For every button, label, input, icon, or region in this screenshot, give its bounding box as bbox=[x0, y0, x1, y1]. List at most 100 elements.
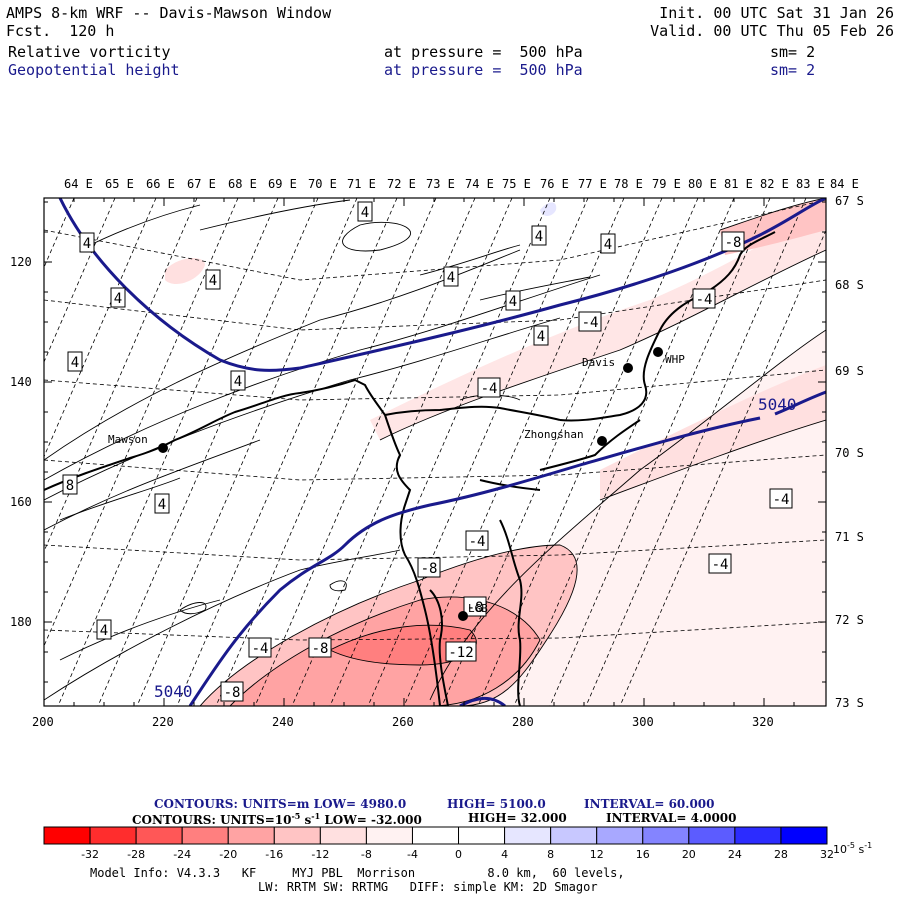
color-bar-tick: 4 bbox=[501, 848, 508, 861]
longitude-label: 76 E bbox=[540, 177, 569, 191]
longitude-label: 84 E bbox=[830, 177, 859, 191]
longitude-label: 82 E bbox=[760, 177, 789, 191]
color-bar-units: 10-5 s-1 bbox=[833, 841, 872, 856]
longitude-label: 75 E bbox=[502, 177, 531, 191]
station-dot bbox=[623, 363, 633, 373]
vorticity-label-text: 4 bbox=[83, 236, 91, 252]
field1-level: at pressure = 500 hPa bbox=[384, 43, 583, 61]
vorticity-label-text: -4 bbox=[712, 557, 729, 573]
grid-x-label: 220 bbox=[152, 715, 174, 729]
vorticity-label-text: -8 bbox=[224, 685, 241, 701]
station-dot bbox=[158, 443, 168, 453]
longitude-label: 70 E bbox=[308, 177, 337, 191]
vorticity-label: -4 bbox=[692, 288, 716, 309]
color-bar-units-base: 10 bbox=[833, 843, 847, 856]
longitude-label: 74 E bbox=[465, 177, 494, 191]
longitude-label: 79 E bbox=[652, 177, 681, 191]
latitude-label: 71 S bbox=[835, 530, 864, 544]
vorticity-label: 4 bbox=[443, 266, 459, 287]
longitude-label: 83 E bbox=[796, 177, 825, 191]
latitude-labels: 67 S 68 S 69 S 70 S 71 S 72 S 73 S bbox=[835, 194, 864, 710]
color-bar-cells bbox=[43, 826, 828, 845]
vorticity-label: -4 bbox=[248, 637, 272, 658]
vorticity-label: -8 bbox=[308, 637, 332, 658]
vorticity-label-text: 4 bbox=[535, 229, 543, 245]
vorticity-label: -4 bbox=[578, 311, 602, 332]
grid-x-label: 300 bbox=[632, 715, 654, 729]
color-bar-tick: -16 bbox=[265, 848, 283, 861]
model-info-line2: LW: RRTM SW: RRTMG DIFF: simple KM: 2D S… bbox=[258, 880, 598, 894]
vorticity-label-text: 4 bbox=[537, 329, 545, 345]
color-bar-tick: -8 bbox=[361, 848, 372, 861]
vorticity-label-text: 4 bbox=[100, 623, 108, 639]
vorticity-units-exp: -5 bbox=[291, 811, 301, 821]
field2-smoothing: sm= 2 bbox=[770, 61, 816, 79]
vorticity-low: LOW= -32.000 bbox=[320, 813, 422, 827]
vorticity-label-text: -4 bbox=[469, 534, 486, 550]
vorticity-label-text: 4 bbox=[234, 374, 242, 390]
longitude-label: 81 E bbox=[724, 177, 753, 191]
vorticity-label: -4 bbox=[708, 553, 732, 574]
vorticity-label-text: 4 bbox=[209, 273, 217, 289]
height-contour-info: CONTOURS: UNITS=m LOW= 4980.0 bbox=[154, 797, 406, 811]
forecast-hour: Fcst. 120 h bbox=[6, 22, 115, 40]
color-bar-tick: -32 bbox=[81, 848, 99, 861]
field2-name: Geopotential height bbox=[8, 61, 180, 79]
valid-time: Valid. 00 UTC Thu 05 Feb 26 bbox=[650, 22, 894, 40]
vorticity-label-text: 4 bbox=[447, 270, 455, 286]
vorticity-label: 4 bbox=[205, 269, 221, 290]
color-bar-tick: 20 bbox=[682, 848, 696, 861]
vorticity-label: -8 bbox=[463, 596, 487, 617]
grid-y-label: 140 bbox=[10, 375, 32, 389]
grid-x-labels: 200 220 240 260 280 300 320 bbox=[32, 715, 774, 729]
latitude-label: 72 S bbox=[835, 613, 864, 627]
station-dot bbox=[653, 347, 663, 357]
vorticity-label-text: -4 bbox=[481, 381, 498, 397]
height-label: 5040 bbox=[154, 682, 193, 701]
grid-y-labels: 120 140 160 180 bbox=[10, 255, 32, 629]
vorticity-label-text: -8 bbox=[725, 235, 742, 251]
init-time: Init. 00 UTC Sat 31 Jan 26 bbox=[659, 4, 894, 22]
field1-smoothing: sm= 2 bbox=[770, 43, 816, 61]
longitude-label: 73 E bbox=[426, 177, 455, 191]
vorticity-label-text: -8 bbox=[421, 561, 438, 577]
vorticity-label-text: 4 bbox=[71, 355, 79, 371]
grid-x-label: 320 bbox=[752, 715, 774, 729]
grid-x-label: 240 bbox=[272, 715, 294, 729]
vorticity-contour-info: CONTOURS: UNITS=10-5 s-1 LOW= -32.000 bbox=[132, 811, 422, 827]
vorticity-label: -8 bbox=[417, 557, 441, 578]
vorticity-high: HIGH= 32.000 bbox=[468, 811, 567, 825]
longitude-label: 78 E bbox=[614, 177, 643, 191]
longitude-label: 67 E bbox=[187, 177, 216, 191]
vorticity-label: 4 bbox=[230, 370, 246, 391]
vorticity-units: CONTOURS: UNITS=10 bbox=[132, 813, 292, 827]
vorticity-label-text: 4 bbox=[114, 291, 122, 307]
axis-ticks bbox=[43, 198, 826, 706]
map-title: AMPS 8-km WRF -- Davis-Mawson Window bbox=[6, 4, 332, 22]
model-info-line1: Model Info: V4.3.3 KF MYJ PBL Morrison 8… bbox=[90, 866, 625, 880]
station-label: Mawson bbox=[108, 433, 148, 446]
vorticity-label: 4 bbox=[79, 232, 95, 253]
color-bar-ticks: -32 -28 -24 -20 -16 -12 -8 -4 0 4 8 12 16 20 24 28 32 bbox=[81, 848, 834, 861]
vorticity-label-text: 4 bbox=[361, 205, 369, 221]
vorticity-label-text: 4 bbox=[158, 497, 166, 513]
longitude-label: 71 E bbox=[347, 177, 376, 191]
vorticity-label-text: -12 bbox=[448, 645, 473, 661]
vorticity-label-text: 4 bbox=[604, 237, 612, 253]
color-bar-tick: 16 bbox=[636, 848, 650, 861]
color-bar-tick: 0 bbox=[455, 848, 462, 861]
color-bar-cell bbox=[734, 826, 782, 845]
vorticity-label-text: 4 bbox=[509, 294, 517, 310]
vorticity-units-tail: s bbox=[300, 813, 312, 827]
vorticity-units-exp2: -1 bbox=[311, 811, 321, 821]
grid-x-label: 280 bbox=[512, 715, 534, 729]
color-bar-tick: -24 bbox=[173, 848, 191, 861]
color-bar-units-exp: -5 bbox=[847, 841, 855, 850]
coastline bbox=[44, 231, 776, 706]
vorticity-interval: INTERVAL= 4.0000 bbox=[606, 811, 737, 825]
longitude-label: 80 E bbox=[688, 177, 717, 191]
color-bar-tick: -12 bbox=[311, 848, 329, 861]
vorticity-label: -8 bbox=[721, 231, 745, 252]
vorticity-label: -8 bbox=[220, 681, 244, 702]
